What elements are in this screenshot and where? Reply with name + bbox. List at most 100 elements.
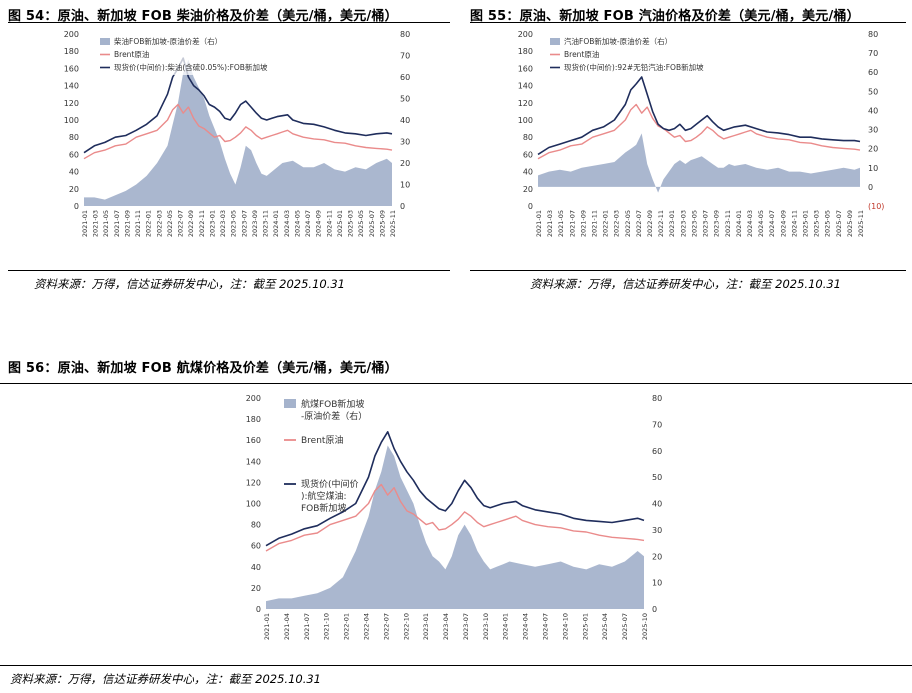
legend-spread-label: 航煤FOB新加坡-原油价差（右） <box>301 398 367 422</box>
x-tick-label: 2024-11 <box>790 210 798 237</box>
y-right-tick-label: 0 <box>652 605 657 614</box>
x-tick-label: 2022-07 <box>382 613 390 640</box>
x-tick-label: 2022-01 <box>343 613 351 640</box>
figure-56-source: 资料来源：万得，信达证券研发中心，注：截至 2025.10.31 <box>10 672 321 686</box>
figure-56-bottom-rule <box>0 665 912 666</box>
figure-55-title: 图 55：原油、新加坡 FOB 汽油价格及价差（美元/桶，美元/桶） <box>470 9 860 24</box>
y-right-tick-label: 10 <box>652 579 662 588</box>
y-left-tick-label: 180 <box>518 47 533 56</box>
x-tick-label: 2023-01 <box>208 210 216 237</box>
legend-spread-swatch <box>284 399 296 408</box>
figure-56-title: 图 56：原油、新加坡 FOB 航煤价格及价差（美元/桶，美元/桶） <box>8 361 398 376</box>
spread-area-series <box>266 445 644 609</box>
x-tick-label: 2023-07 <box>240 210 248 237</box>
y-right-tick-label: 60 <box>400 73 410 82</box>
legend-spot-label: 现货价(中间价):航空煤油: FOB新加坡 <box>301 478 359 514</box>
x-tick-label: 2024-09 <box>315 210 323 237</box>
y-left-tick-label: 180 <box>64 47 79 56</box>
brent-line-series <box>537 103 861 160</box>
x-tick-label: 2022-09 <box>646 210 654 237</box>
y-left-tick-label: 20 <box>523 185 533 194</box>
y-right-tick-label: (10) <box>868 202 884 211</box>
x-tick-label: 2021-10 <box>323 613 331 640</box>
y-left-tick-label: 200 <box>518 30 533 39</box>
x-tick-label: 2021-01 <box>535 210 543 237</box>
y-right-tick-label: 20 <box>652 552 662 561</box>
y-left-tick-label: 80 <box>523 133 533 142</box>
y-right-tick-label: 30 <box>652 526 662 535</box>
y-left-tick-label: 120 <box>64 99 79 108</box>
y-right-tick-label: 20 <box>868 145 878 154</box>
x-tick-label: 2024-03 <box>746 210 754 237</box>
x-tick-label: 2025-09 <box>846 210 854 237</box>
y-right-tick-label: 60 <box>868 68 878 77</box>
x-tick-label: 2021-03 <box>546 210 554 237</box>
x-tick-label: 2025-03 <box>813 210 821 237</box>
y-left-tick-label: 140 <box>246 457 261 466</box>
y-right-tick-label: 50 <box>652 473 662 482</box>
figure-55-top-rule <box>470 22 906 23</box>
spot-price-line-series <box>537 76 861 156</box>
x-tick-label: 2024-01 <box>735 210 743 237</box>
y-right-tick-label: 80 <box>400 30 410 39</box>
x-tick-label: 2021-11 <box>591 210 599 237</box>
y-left-tick-label: 60 <box>69 150 79 159</box>
legend-box <box>97 35 307 75</box>
x-tick-label: 2025-11 <box>389 210 397 237</box>
x-tick-label: 2025-04 <box>601 613 609 640</box>
figure-55-source: 资料来源：万得，信达证券研发中心，注：截至 2025.10.31 <box>530 277 841 291</box>
spot-price-line-series <box>265 431 645 547</box>
x-tick-label: 2022-05 <box>166 210 174 237</box>
y-left-tick-label: 80 <box>251 521 261 530</box>
x-tick-label: 2022-03 <box>613 210 621 237</box>
figure-55-chart: 0 20 40 60 80 100 120 140 160 180 200 (10) 0 10 20 30 40… <box>512 26 896 266</box>
figure-56-chart: 0 20 40 60 80 100 120 140 160 180 200 0 10 20 30 40 50 60… <box>232 389 672 661</box>
y-left-tick-label: 60 <box>251 542 261 551</box>
figure-54-svg: 0 20 40 60 80 100 120 140 160 180 200 0 10 20 30 40 50 60… <box>64 30 410 237</box>
x-tick-label: 2025-01 <box>336 210 344 237</box>
y-left-tick-label: 20 <box>251 584 261 593</box>
y-left-tick-label: 0 <box>256 605 261 614</box>
x-tick-label: 2024-07 <box>542 613 550 640</box>
x-tick-label: 2023-04 <box>442 613 450 640</box>
y-right-tick-label: 70 <box>400 52 410 61</box>
x-tick-label: 2025-07 <box>621 613 629 640</box>
x-tick-label: 2023-03 <box>219 210 227 237</box>
x-tick-label: 2023-03 <box>679 210 687 237</box>
x-tick-label: 2021-11 <box>134 210 142 237</box>
x-tick-label: 2024-03 <box>283 210 291 237</box>
y-right-tick-label: 30 <box>868 126 878 135</box>
y-right-tick-label: 10 <box>868 164 878 173</box>
x-tick-label: 2024-09 <box>779 210 787 237</box>
y-left-tick-label: 60 <box>523 150 533 159</box>
x-tick-label: 2021-01 <box>81 210 89 237</box>
y-left-tick-label: 180 <box>246 415 261 424</box>
y-left-tick-label: 140 <box>518 82 533 91</box>
spread-area-series <box>538 133 860 193</box>
x-tick-label: 2025-07 <box>835 210 843 237</box>
x-tick-label: 2024-07 <box>304 210 312 237</box>
x-tick-label: 2021-07 <box>303 613 311 640</box>
y-left-tick-label: 100 <box>518 116 533 125</box>
y-left-tick-label: 40 <box>69 168 79 177</box>
x-tick-label: 2022-07 <box>177 210 185 237</box>
legend-brent-label: Brent原油 <box>564 49 599 59</box>
x-tick-label: 2024-05 <box>293 210 301 237</box>
y-right-tick-label: 20 <box>400 159 410 168</box>
y-left-tick-label: 160 <box>64 64 79 73</box>
legend-spread-label: 柴油FOB新加坡-原油价差（右） <box>114 36 222 46</box>
legend-spot-label: 现货价(中间价):92#无铅汽油:FOB新加坡 <box>564 62 704 72</box>
y-left-tick-label: 200 <box>246 394 261 403</box>
y-right-tick-label: 0 <box>400 202 405 211</box>
x-tick-label: 2023-11 <box>262 210 270 237</box>
x-tick-label: 2022-05 <box>624 210 632 237</box>
brent-line-series <box>83 103 393 160</box>
x-tick-label: 2024-07 <box>768 210 776 237</box>
y-left-tick-label: 0 <box>74 202 79 211</box>
legend-spread-label: 汽油FOB新加坡-原油价差（右） <box>564 36 672 46</box>
y-left-tick-label: 20 <box>69 185 79 194</box>
figure-55-bottom-rule <box>470 270 906 271</box>
y-right-tick-label: 30 <box>400 138 410 147</box>
figure-56-svg: 0 20 40 60 80 100 120 140 160 180 200 0 10 20 30 40 50 60… <box>246 394 662 640</box>
x-tick-label: 2024-11 <box>325 210 333 237</box>
